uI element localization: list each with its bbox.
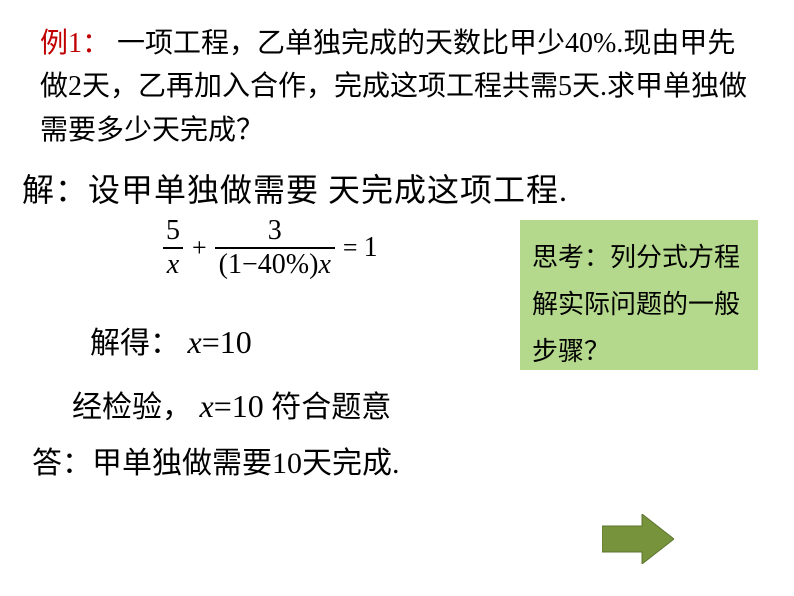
verify-val: 10 bbox=[232, 388, 264, 424]
fraction-2: 3 (1−40%)x bbox=[215, 215, 335, 281]
example-label: 例1： bbox=[40, 28, 110, 59]
rhs-value: 1 bbox=[364, 232, 378, 264]
problem-statement: 例1： 一项工程，乙单独完成的天数比甲少40%.现由甲先做2天，乙再加入合作，完… bbox=[40, 22, 760, 152]
verify-eq: = bbox=[214, 388, 232, 424]
answer-line: 答：甲单独做需要10天完成. bbox=[32, 438, 400, 482]
verify-pre: 经检验， bbox=[72, 391, 192, 424]
solve-result: 解得： x=10 bbox=[90, 318, 252, 362]
fraction-1-num: 5 bbox=[162, 215, 184, 247]
main-equation: 5 x + 3 (1−40%)x = 1 bbox=[160, 215, 378, 281]
verify-var: x bbox=[200, 388, 214, 424]
den-var: x bbox=[318, 249, 330, 280]
equals-sign: = bbox=[343, 233, 358, 263]
next-arrow[interactable] bbox=[602, 514, 674, 564]
plus-sign: + bbox=[192, 233, 207, 263]
fraction-1: 5 x bbox=[162, 215, 184, 281]
problem-text: 一项工程，乙单独完成的天数比甲少40%.现由甲先做2天，乙再加入合作，完成这项工… bbox=[40, 28, 747, 146]
solve-val: 10 bbox=[220, 324, 252, 360]
solve-var: x bbox=[188, 324, 202, 360]
den-minus: − bbox=[242, 249, 258, 280]
arrow-right-icon bbox=[602, 514, 674, 564]
den-pct: 40%) bbox=[258, 249, 319, 280]
fraction-1-den: x bbox=[163, 247, 183, 281]
fraction-2-den: (1−40%)x bbox=[215, 247, 335, 281]
den-open: (1 bbox=[219, 249, 242, 280]
verify-post: 符合题意 bbox=[271, 391, 391, 424]
solve-label: 解得： bbox=[90, 327, 180, 360]
verify-line: 经检验， x=10 符合题意 bbox=[72, 382, 391, 426]
solve-eq: = bbox=[202, 324, 220, 360]
think-box: 思考：列分式方程解实际问题的一般步骤？ bbox=[520, 220, 758, 370]
solution-intro: 解：设甲单独做需要 天完成这项工程. bbox=[22, 165, 568, 211]
fraction-2-num: 3 bbox=[264, 215, 286, 247]
